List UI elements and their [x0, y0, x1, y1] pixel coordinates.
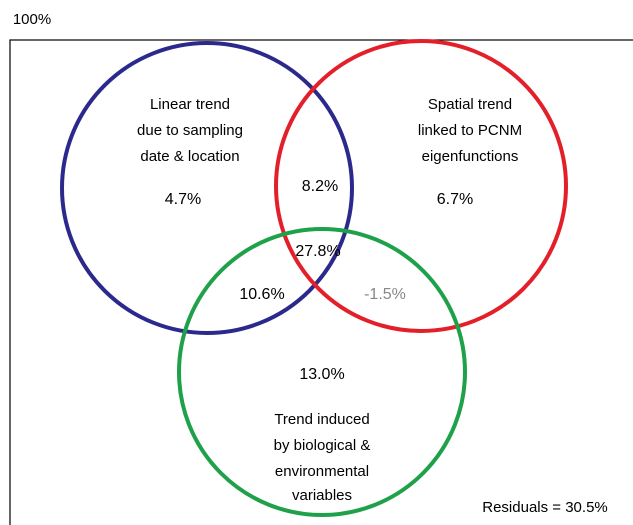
set-label: linked to PCNM	[418, 122, 522, 139]
set-label: by biological &	[274, 437, 371, 454]
set-label: variables	[292, 487, 352, 504]
set-value: 4.7%	[165, 191, 201, 208]
residuals-label: Residuals = 30.5%	[482, 499, 608, 516]
set-label: environmental	[275, 463, 369, 480]
spatial-circle	[274, 39, 568, 333]
frame	[9, 39, 633, 525]
biological-circle	[177, 227, 467, 517]
set-label: Trend induced	[274, 411, 369, 428]
set-value: 6.7%	[437, 191, 473, 208]
set-label: Spatial trend	[428, 96, 512, 113]
linear-circle	[60, 41, 354, 335]
intersection-value: 27.8%	[295, 243, 340, 260]
set-label: due to sampling	[137, 122, 243, 139]
set-label: eigenfunctions	[422, 148, 519, 165]
set-value: 13.0%	[299, 366, 344, 383]
set-label: Linear trend	[150, 96, 230, 113]
total-label: 100%	[13, 11, 51, 28]
intersection-value: 10.6%	[239, 286, 284, 303]
set-label: date & location	[140, 148, 239, 165]
intersection-value: -1.5%	[364, 286, 406, 303]
intersection-value: 8.2%	[302, 178, 338, 195]
